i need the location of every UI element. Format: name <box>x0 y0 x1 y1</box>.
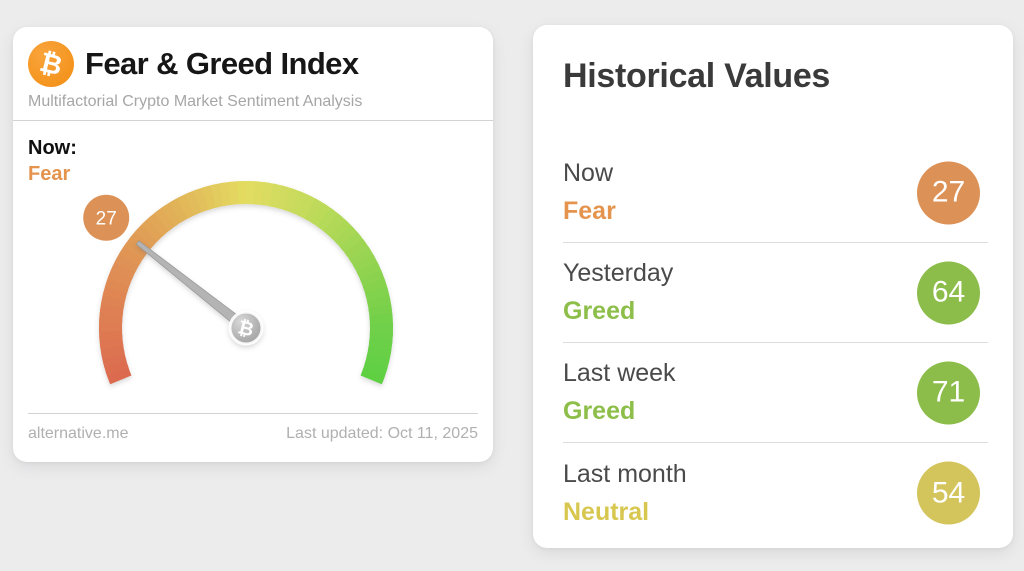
historical-values-card: Historical Values Now Fear 27 Yesterday … <box>533 25 1013 548</box>
now-label: Now: <box>28 137 77 160</box>
gauge-arc <box>99 181 393 385</box>
now-sentiment: Fear <box>28 163 71 186</box>
bitcoin-icon: ₿ <box>28 41 74 87</box>
row-value-badge: 54 <box>917 461 980 525</box>
card-footer: alternative.me Last updated: Oct 11, 202… <box>28 413 478 443</box>
brand-row: ₿ Fear & Greed Index <box>28 41 478 87</box>
history-row-last-week: Last week Greed 71 <box>563 343 988 443</box>
row-label: Yesterday <box>563 259 674 287</box>
row-value-badge: 27 <box>917 161 980 224</box>
history-title: Historical Values <box>563 57 831 95</box>
bitcoin-glyph: ₿ <box>36 46 66 82</box>
card-title: Fear & Greed Index <box>85 45 359 81</box>
fear-greed-card: ₿ Fear & Greed Index Multifactorial Cryp… <box>13 27 493 462</box>
row-sentiment: Greed <box>563 397 636 425</box>
source-link[interactable]: alternative.me <box>28 425 129 442</box>
gauge-hub <box>228 310 264 346</box>
gauge-value-badge <box>83 194 130 241</box>
last-updated-text: Last updated: Oct 11, 2025 <box>286 425 478 442</box>
gauge-value-text: 27 <box>96 209 117 230</box>
card-header: ₿ Fear & Greed Index Multifactorial Cryp… <box>13 27 493 122</box>
gauge-hub-bitcoin-glyph: ₿ <box>236 316 256 341</box>
row-sentiment: Fear <box>563 197 616 225</box>
history-row-yesterday: Yesterday Greed 64 <box>563 243 988 343</box>
row-value-badge: 64 <box>917 261 980 324</box>
row-label: Now <box>563 159 614 187</box>
current-sentiment-block: Now: Fear <box>13 121 493 187</box>
gauge-needle-group: ₿ <box>135 240 264 346</box>
row-label: Last month <box>563 459 687 488</box>
row-value-badge: 71 <box>917 361 980 424</box>
history-row-now: Now Fear 27 <box>563 143 988 243</box>
history-rows: Now Fear 27 Yesterday Greed 64 Last week… <box>563 143 988 543</box>
row-sentiment: Greed <box>563 297 636 325</box>
history-row-last-month: Last month Neutral 54 <box>563 443 988 543</box>
fear-greed-gauge: ₿ 27 <box>83 181 393 385</box>
card-subtitle: Multifactorial Crypto Market Sentiment A… <box>28 93 363 110</box>
row-label: Last week <box>563 359 676 387</box>
row-sentiment: Neutral <box>563 497 650 526</box>
